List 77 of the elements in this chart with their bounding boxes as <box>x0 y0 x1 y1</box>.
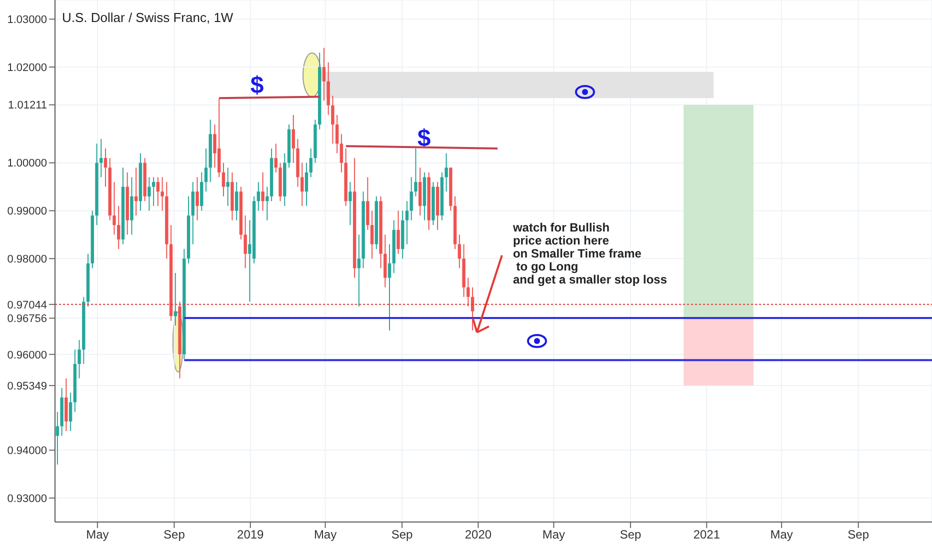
y-tick-label: 0.94000 <box>7 445 47 458</box>
candlestick <box>418 167 422 216</box>
candlestick <box>100 138 103 178</box>
candlestick <box>200 172 204 212</box>
candlestick <box>410 176 413 221</box>
candlestick <box>274 143 278 173</box>
candlestick <box>213 124 216 168</box>
candlestick <box>204 148 208 192</box>
candlestick <box>396 210 400 254</box>
candlestick <box>156 176 160 206</box>
y-tick-label: 0.95349 <box>7 380 47 392</box>
candlestick <box>244 215 247 269</box>
x-tick-label: May <box>314 528 337 542</box>
candlestick <box>414 148 418 197</box>
y-tick-label: 0.96000 <box>7 349 47 362</box>
candlestick <box>117 205 120 250</box>
x-tick-label: May <box>86 528 109 542</box>
x-tick-label: 2021 <box>693 528 720 542</box>
candlestick <box>370 210 374 260</box>
candlestick <box>444 152 448 192</box>
candlestick <box>191 181 194 245</box>
candlestick <box>222 162 226 197</box>
candlestick <box>309 148 312 178</box>
candlestick <box>357 234 361 307</box>
candlestick <box>266 186 269 221</box>
y-tick-label: 1.01211 <box>8 100 47 112</box>
candlestick <box>348 181 352 226</box>
candlestick <box>196 176 199 221</box>
candlestick <box>331 95 334 144</box>
candlestick <box>366 176 370 230</box>
candlestick <box>261 172 264 212</box>
candlestick <box>160 176 164 212</box>
candlestick <box>152 176 156 206</box>
candlestick <box>405 200 409 245</box>
candlestick <box>56 411 60 466</box>
x-tick-label: Sep <box>164 528 186 542</box>
x-tick-label: Sep <box>848 528 870 542</box>
candlestick <box>458 234 462 269</box>
x-tick-label: May <box>770 528 793 542</box>
x-tick-label: 2020 <box>464 528 492 542</box>
candlestick <box>384 234 387 288</box>
candlestick <box>256 181 260 212</box>
candlestick <box>466 277 470 307</box>
candlestick <box>148 176 151 212</box>
candlestick <box>340 134 344 173</box>
candlestick <box>112 181 116 236</box>
candlestick <box>335 114 339 154</box>
candlestick <box>226 167 230 206</box>
candlestick <box>78 340 81 379</box>
text: U.S. Dollar / Swiss Franc, 1W <box>62 10 234 25</box>
candlestick <box>234 181 238 221</box>
x-tick-label: Sep <box>620 528 642 542</box>
candlestick <box>130 176 134 236</box>
candlestick <box>292 114 295 164</box>
y-tick-label: 1.03000 <box>7 14 47 26</box>
annotation: $ <box>417 125 432 152</box>
y-tick-label: 0.99000 <box>7 206 47 218</box>
candlestick <box>104 148 108 188</box>
candlestick <box>388 244 392 331</box>
annotation: $ <box>250 72 264 99</box>
candlestick <box>68 392 72 432</box>
x-tick-label: 2019 <box>237 528 264 542</box>
candlestick <box>322 47 326 102</box>
candlestick <box>64 378 68 432</box>
x-tick-label: Sep <box>391 528 414 542</box>
x-tick-label: May <box>542 528 566 542</box>
candlestick <box>300 162 304 206</box>
annotation: watch for Bullish price action here on Smaller Time frame to go Long and get a smaller stop loss <box>512 220 668 286</box>
y-tick-label: 0.93000 <box>7 492 47 505</box>
candlestick <box>304 162 308 206</box>
y-tick-label: 1.00000 <box>7 158 47 170</box>
candlestick <box>326 62 330 116</box>
y-tick-label: 0.98000 <box>7 254 47 266</box>
candlestick <box>470 286 474 331</box>
y-tick-label: 1.02000 <box>7 62 47 74</box>
y-tick-label: 0.97044 <box>7 299 47 312</box>
y-tick-label: 0.96756 <box>7 313 47 326</box>
